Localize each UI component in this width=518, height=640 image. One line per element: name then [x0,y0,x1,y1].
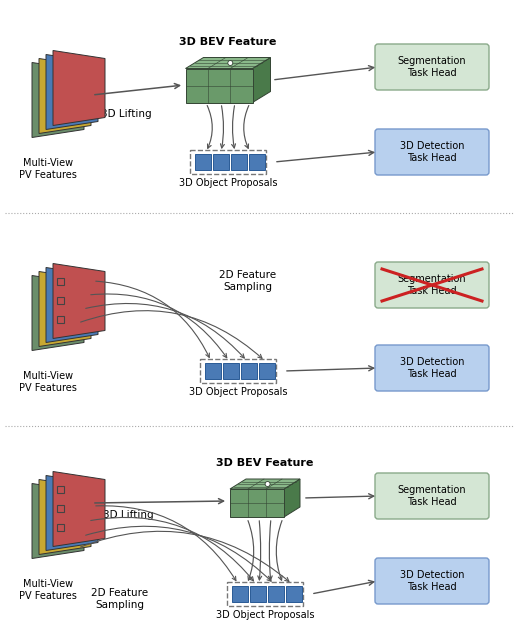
Polygon shape [46,54,98,129]
Polygon shape [32,63,84,138]
FancyBboxPatch shape [375,44,489,90]
Circle shape [228,61,233,65]
Text: 3D Detection
Task Head: 3D Detection Task Head [400,570,464,592]
Text: 3D Object Proposals: 3D Object Proposals [179,178,277,188]
FancyBboxPatch shape [249,154,265,170]
Text: 2D Feature
Sampling: 2D Feature Sampling [92,588,149,610]
FancyBboxPatch shape [250,586,266,602]
FancyBboxPatch shape [375,473,489,519]
FancyBboxPatch shape [213,154,229,170]
Text: 3D Detection
Task Head: 3D Detection Task Head [400,141,464,163]
Text: 3D BEV Feature: 3D BEV Feature [179,37,277,47]
Text: 3D Lifting: 3D Lifting [100,109,151,119]
FancyBboxPatch shape [223,363,239,379]
Circle shape [265,481,270,486]
Polygon shape [39,58,91,134]
Polygon shape [32,483,84,559]
FancyBboxPatch shape [375,345,489,391]
Text: 3D Detection
Task Head: 3D Detection Task Head [400,357,464,379]
FancyBboxPatch shape [375,262,489,308]
FancyBboxPatch shape [375,558,489,604]
Polygon shape [53,472,105,547]
Polygon shape [230,479,300,489]
Polygon shape [32,275,84,351]
Polygon shape [284,479,300,517]
Polygon shape [39,479,91,554]
Polygon shape [252,58,270,102]
FancyBboxPatch shape [195,154,211,170]
Text: Segmentation
Task Head: Segmentation Task Head [398,274,466,296]
FancyBboxPatch shape [268,586,284,602]
FancyBboxPatch shape [205,363,221,379]
Polygon shape [185,68,252,102]
Polygon shape [230,489,284,517]
FancyBboxPatch shape [286,586,302,602]
Text: Multi-View
PV Features: Multi-View PV Features [19,371,77,392]
Polygon shape [46,476,98,550]
Polygon shape [185,58,270,68]
FancyBboxPatch shape [375,129,489,175]
Text: 2D Feature
Sampling: 2D Feature Sampling [220,270,277,292]
Text: Multi-View
PV Features: Multi-View PV Features [19,579,77,600]
FancyBboxPatch shape [231,154,247,170]
FancyBboxPatch shape [232,586,248,602]
Text: Segmentation
Task Head: Segmentation Task Head [398,485,466,507]
Text: 3D Object Proposals: 3D Object Proposals [189,387,287,397]
Polygon shape [53,51,105,125]
Text: 3D BEV Feature: 3D BEV Feature [217,458,314,468]
Text: 3D Object Proposals: 3D Object Proposals [216,610,314,620]
Text: 3D Lifting: 3D Lifting [103,510,153,520]
Polygon shape [53,264,105,339]
Text: Segmentation
Task Head: Segmentation Task Head [398,56,466,78]
FancyBboxPatch shape [241,363,257,379]
Polygon shape [46,268,98,342]
Polygon shape [39,271,91,346]
Text: Multi-View
PV Features: Multi-View PV Features [19,158,77,180]
FancyBboxPatch shape [259,363,275,379]
